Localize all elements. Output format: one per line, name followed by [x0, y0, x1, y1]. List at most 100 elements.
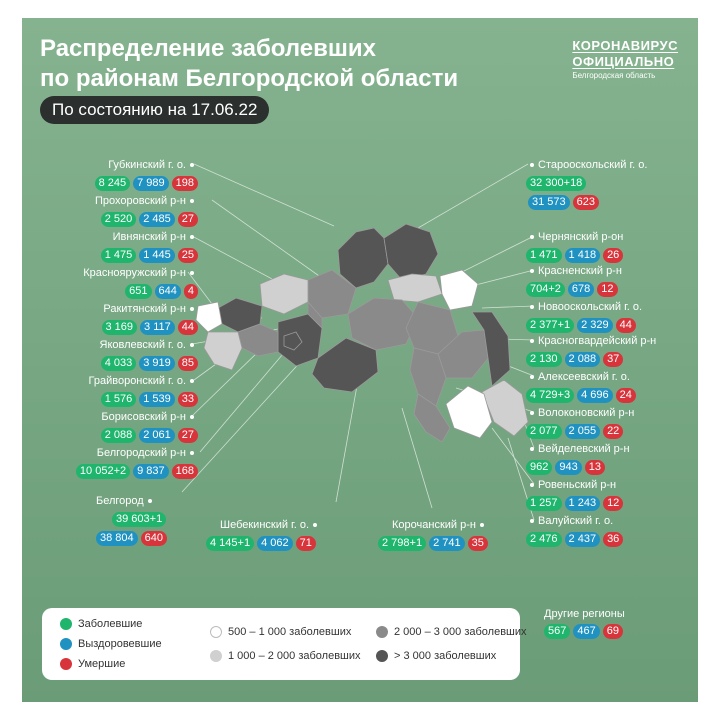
legend-range-1: 500 – 1 000 заболевших [210, 626, 351, 638]
sick-count: 3 169 [101, 320, 138, 335]
recovered-count: 4 696 [577, 388, 613, 403]
dead-count: 37 [603, 352, 624, 367]
district-name: Ракитянский р-н [102, 302, 199, 316]
district-valuysky [413, 393, 451, 443]
dead-count: 623 [572, 195, 600, 210]
recovered-count: 2 329 [577, 318, 613, 333]
sick-count: 2 520 [100, 212, 137, 227]
dead-count: 198 [171, 176, 198, 191]
district-grayvoronsky [203, 331, 243, 371]
dead-count: 26 [603, 248, 624, 263]
recovered-count: 3 919 [139, 356, 175, 371]
legend: Заболевшие Выздоровевшие Умершие 500 – 1… [42, 608, 527, 680]
district-name: Красногвардейский р-н [526, 334, 656, 348]
dead-count: 12 [603, 496, 624, 511]
recovered-count: 943 [555, 460, 582, 475]
recovered-count: 2 437 [564, 532, 601, 547]
sick-count: 962 [526, 460, 553, 475]
district-belgorod: Белгород 39 603+1 38 804 640 [96, 494, 168, 546]
sick-count: 704+2 [526, 282, 565, 297]
district-left-6: Грайворонский г. о. 1 576 1 539 33 [89, 374, 198, 407]
recovered-count: 1 539 [139, 392, 175, 407]
district-left-3: Краснояружский р-н 651 644 4 [83, 266, 198, 299]
district-right-3: Новооскольский г. о. 2 377+1 2 329 44 [526, 300, 642, 333]
district-left-5: Яковлевский г. о. 4 033 3 919 85 [100, 338, 198, 371]
recovered-count: 4 062 [257, 536, 293, 551]
recovered-count: 1 243 [564, 496, 601, 511]
brand-line-2: ОФИЦИАЛЬНО [572, 54, 675, 69]
sick-count: 2 476 [526, 532, 562, 547]
title-line-1: Распределение заболевших [40, 35, 376, 62]
page-title: Распределение заболевших по районам Белг… [40, 34, 458, 94]
sick-count: 2 130 [526, 352, 562, 367]
sick-count: 567 [544, 624, 571, 639]
district-name: Ровеньский р-н [526, 478, 623, 492]
leader-lines [181, 163, 535, 521]
district-shebekinsky-label: Шебекинский г. о. 4 145+1 4 062 71 [206, 518, 321, 551]
district-name: Белгородский р-н [76, 446, 198, 460]
district-shebekinsky [311, 337, 379, 393]
dead-count: 33 [177, 392, 198, 407]
district-right-4: Красногвардейский р-н 2 130 2 088 37 [526, 334, 656, 367]
recovered-count: 644 [154, 284, 181, 299]
legend-sick: Заболевшие [60, 618, 142, 630]
district-veydelevsky [481, 379, 529, 437]
district-name: Грайворонский г. о. [89, 374, 198, 388]
legend-recovered: Выздоровевшие [60, 638, 162, 650]
recovered-count: 1 445 [139, 248, 175, 263]
district-left-1: Прохоровский р-н 2 520 2 485 27 [95, 194, 198, 227]
district-left-8: Белгородский р-н 10 052+2 9 837 168 [75, 446, 198, 479]
district-left-7: Борисовский р-н 2 088 2 061 27 [100, 410, 198, 443]
dead-count: 12 [597, 282, 618, 297]
district-right-6: Волоконовский р-н 2 077 2 055 22 [526, 406, 634, 439]
dead-count: 168 [171, 464, 198, 479]
district-right-1: Чернянский р-он 1 471 1 418 26 [526, 230, 624, 263]
district-left-4: Ракитянский р-н 3 169 3 117 44 [101, 302, 199, 335]
district-starooskolsky [383, 223, 439, 281]
sick-count: 8 245 [94, 176, 131, 191]
district-left-2: Ивнянский р-н 1 475 1 445 25 [100, 230, 198, 263]
district-gubkinsky [337, 227, 389, 289]
sick-count: 651 [125, 284, 152, 299]
district-krasnoyaruzhsky [195, 301, 223, 333]
sick-count: 2 077 [526, 424, 562, 439]
recovered-count: 2 061 [139, 428, 175, 443]
dead-count: 4 [183, 284, 198, 299]
other-regions-label: Другие регионы [544, 608, 625, 620]
recovered-count: 3 117 [140, 320, 175, 335]
date-badge: По состоянию на 17.06.22 [40, 96, 270, 124]
title-line-2: по районам Белгородской области [40, 65, 459, 92]
district-name: Белгород [96, 494, 167, 508]
dead-count: 36 [603, 532, 624, 547]
district-name: Старооскольский г. о. [526, 158, 647, 172]
sick-count: 4 033 [100, 356, 137, 371]
district-name: Чернянский р-он [526, 230, 623, 244]
legend-range-3: 2 000 – 3 000 заболевших [376, 626, 527, 638]
recovered-count: 2 485 [139, 212, 175, 227]
brand-line-3: Белгородская область [572, 71, 656, 80]
sick-count: 32 300+18 [526, 176, 587, 191]
district-name: Краснояружский р-н [83, 266, 198, 280]
recovered-count: 9 837 [133, 464, 169, 479]
district-alekseevsky [471, 311, 511, 387]
district-name: Яковлевский г. о. [100, 338, 198, 352]
recovered-count: 31 573 [528, 195, 570, 210]
district-name: Борисовский р-н [101, 410, 198, 424]
recovered-count: 38 804 [96, 531, 138, 546]
district-name: Корочанский р-н [392, 518, 488, 532]
legend-dead: Умершие [60, 658, 125, 670]
infographic-card: Распределение заболевших по районам Белг… [22, 18, 698, 702]
sick-count: 1 471 [526, 248, 562, 263]
dead-count: 69 [602, 624, 623, 639]
district-right-7: Вейделевский р-н 962 943 13 [526, 442, 630, 475]
dead-count: 85 [177, 356, 198, 371]
dead-count: 35 [467, 536, 488, 551]
sick-count: 39 603+1 [112, 512, 167, 527]
recovered-count: 7 989 [133, 176, 169, 191]
dead-count: 44 [177, 320, 198, 335]
district-left-0: Губкинский г. о. 8 245 7 989 198 [94, 158, 198, 191]
recovered-count: 2 088 [564, 352, 601, 367]
district-krasnensky [439, 269, 479, 311]
sick-count: 1 257 [526, 496, 562, 511]
dead-count: 27 [177, 212, 198, 227]
